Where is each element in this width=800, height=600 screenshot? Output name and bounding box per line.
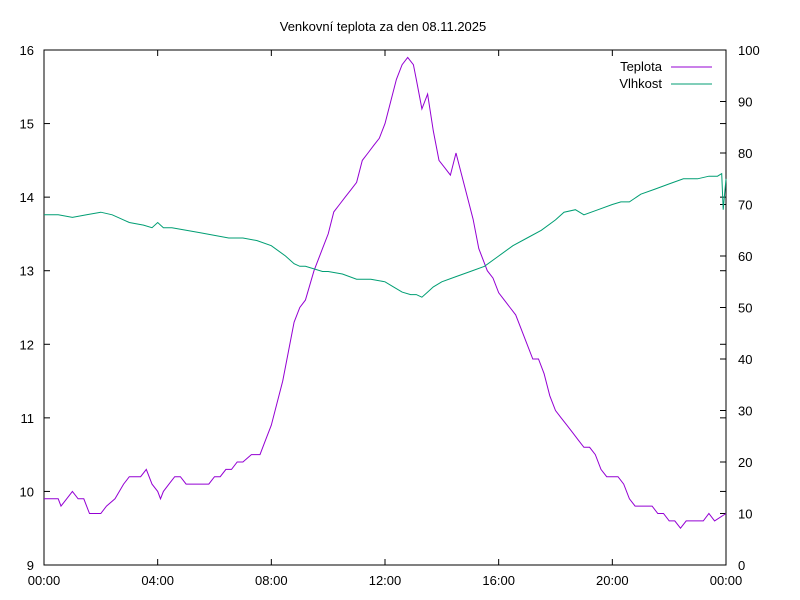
chart-title: Venkovní teplota za den 08.11.2025 <box>280 19 486 34</box>
y2-tick-label: 80 <box>738 146 752 161</box>
y-tick-label: 16 <box>20 43 34 58</box>
y2-tick-label: 100 <box>738 43 760 58</box>
plot-area <box>44 56 727 530</box>
series-line-vlhkost <box>44 172 727 298</box>
x-tick-label: 12:00 <box>369 573 402 588</box>
y2-tick-label: 20 <box>738 455 752 470</box>
x-tick-label: 04:00 <box>141 573 174 588</box>
y2-tick-label: 10 <box>738 507 752 522</box>
y-tick-label: 10 <box>20 484 34 499</box>
y-tick-label: 14 <box>20 190 34 205</box>
y2-tick-label: 60 <box>738 249 752 264</box>
legend-label-teplota: Teplota <box>620 59 663 74</box>
legend-label-vlhkost: Vlhkost <box>619 76 662 91</box>
y2-tick-label: 40 <box>738 352 752 367</box>
y2-tick-label: 50 <box>738 301 752 316</box>
y2-tick-label: 70 <box>738 198 752 213</box>
x-tick-label: 08:00 <box>255 573 288 588</box>
y2-tick-label: 90 <box>738 95 752 110</box>
plot-frame <box>43 49 727 566</box>
y-tick-label: 11 <box>21 411 35 426</box>
series-line-teplota <box>44 56 727 530</box>
y-tick-label: 13 <box>20 264 34 279</box>
legend: Teplota Vlhkost <box>619 59 712 91</box>
x-tick-label: 16:00 <box>482 573 515 588</box>
x-tick-label: 00:00 <box>28 573 61 588</box>
x-tick-label: 20:00 <box>596 573 629 588</box>
y-tick-label: 12 <box>20 337 34 352</box>
y-tick-label: 15 <box>20 117 34 132</box>
y2-tick-label: 30 <box>738 404 752 419</box>
y2-tick-label: 0 <box>738 558 745 573</box>
x-tick-label: 00:00 <box>710 573 743 588</box>
axes: 9 10 11 12 13 14 15 16 0 10 20 30 40 50 60 70 80 90 100 00:… <box>20 43 760 588</box>
y-tick-label: 9 <box>27 558 34 573</box>
